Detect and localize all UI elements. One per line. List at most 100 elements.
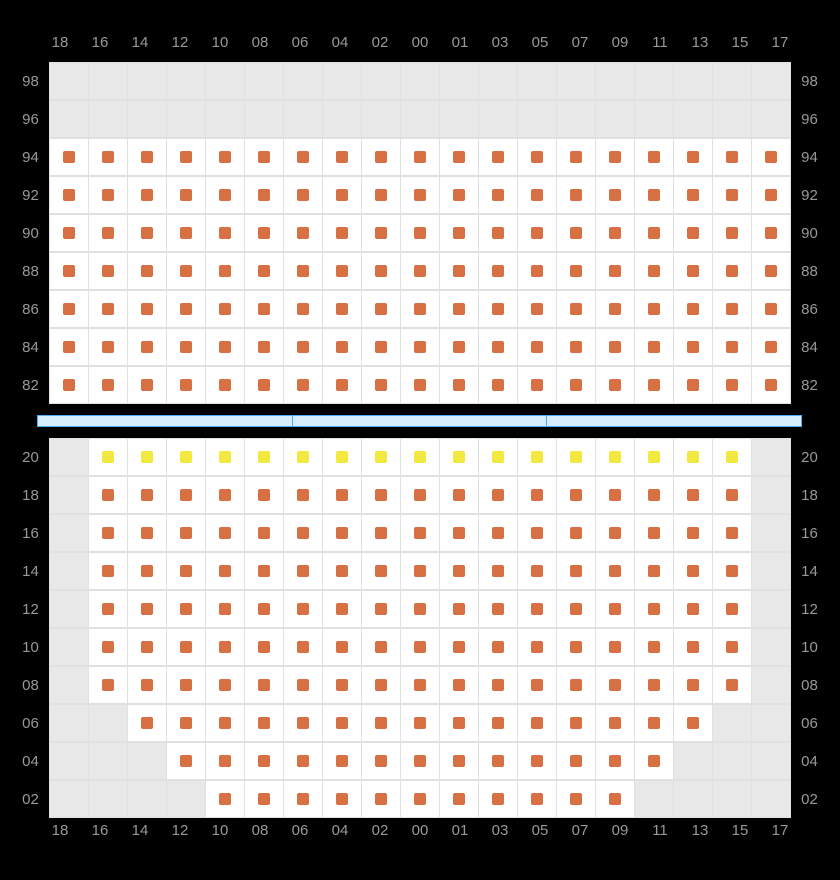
seat-cell[interactable] [517,252,557,290]
seat-cell[interactable] [517,366,557,404]
seat-cell[interactable] [400,366,440,404]
seat-cell[interactable] [283,366,323,404]
seat-cell[interactable] [322,138,362,176]
seat-cell[interactable] [673,214,713,252]
seat-cell[interactable] [439,704,479,742]
seat-cell[interactable] [283,252,323,290]
seat-cell[interactable] [556,214,596,252]
seat-cell[interactable] [556,514,596,552]
seat-cell[interactable] [166,214,206,252]
seat-cell[interactable] [634,328,674,366]
seat-cell[interactable] [712,628,752,666]
seat-cell[interactable] [127,366,167,404]
seat-cell[interactable] [595,780,635,818]
seat-cell[interactable] [595,176,635,214]
seat-cell[interactable] [205,780,245,818]
seat-cell[interactable] [595,514,635,552]
seat-cell[interactable] [361,666,401,704]
seat-cell[interactable] [400,590,440,628]
seat-cell[interactable] [88,666,128,704]
seat-cell[interactable] [634,290,674,328]
seat-cell[interactable] [205,438,245,476]
seat-cell[interactable] [283,552,323,590]
seat-cell[interactable] [205,590,245,628]
seat-cell[interactable] [400,252,440,290]
seat-cell[interactable] [322,476,362,514]
seat-cell[interactable] [517,290,557,328]
seat-cell[interactable] [712,328,752,366]
seat-cell[interactable] [205,328,245,366]
seat-cell[interactable] [88,252,128,290]
seat-cell[interactable] [361,742,401,780]
seat-cell[interactable] [361,514,401,552]
seat-cell[interactable] [283,742,323,780]
seat-cell[interactable] [400,552,440,590]
seat-cell[interactable] [595,742,635,780]
seat-cell[interactable] [517,628,557,666]
seat-cell[interactable] [322,704,362,742]
seat-cell[interactable] [244,438,284,476]
seat-cell[interactable] [439,290,479,328]
seat-cell[interactable] [673,590,713,628]
seat-cell[interactable] [478,138,518,176]
seat-cell[interactable] [322,214,362,252]
seat-cell[interactable] [166,742,206,780]
seat-cell[interactable] [205,290,245,328]
seat-cell[interactable] [712,290,752,328]
seat-cell[interactable] [166,514,206,552]
seat-cell[interactable] [439,590,479,628]
seat-cell[interactable] [478,514,518,552]
seat-cell[interactable] [322,780,362,818]
seat-cell[interactable] [673,252,713,290]
seat-cell[interactable] [556,704,596,742]
seat-cell[interactable] [517,552,557,590]
seat-cell[interactable] [595,214,635,252]
seat-cell[interactable] [88,590,128,628]
seat-cell[interactable] [751,214,791,252]
seat-cell[interactable] [361,552,401,590]
seat-cell[interactable] [517,666,557,704]
seat-cell[interactable] [400,666,440,704]
seat-cell[interactable] [127,666,167,704]
seat-cell[interactable] [127,252,167,290]
seat-cell[interactable] [283,514,323,552]
seat-cell[interactable] [322,176,362,214]
seat-cell[interactable] [127,290,167,328]
seat-cell[interactable] [88,514,128,552]
seat-cell[interactable] [49,290,89,328]
seat-cell[interactable] [556,138,596,176]
seat-cell[interactable] [166,476,206,514]
seat-cell[interactable] [88,438,128,476]
seat-cell[interactable] [127,476,167,514]
seat-cell[interactable] [400,176,440,214]
seat-cell[interactable] [634,214,674,252]
seat-cell[interactable] [517,476,557,514]
seat-cell[interactable] [400,742,440,780]
seat-cell[interactable] [166,366,206,404]
seat-cell[interactable] [673,138,713,176]
seat-cell[interactable] [517,438,557,476]
seat-cell[interactable] [322,514,362,552]
seat-cell[interactable] [49,366,89,404]
seat-cell[interactable] [400,138,440,176]
seat-cell[interactable] [478,552,518,590]
seat-cell[interactable] [127,214,167,252]
seat-cell[interactable] [595,366,635,404]
seat-cell[interactable] [439,476,479,514]
seat-cell[interactable] [166,628,206,666]
seat-cell[interactable] [244,252,284,290]
seat-cell[interactable] [322,366,362,404]
seat-cell[interactable] [712,214,752,252]
seat-cell[interactable] [673,290,713,328]
seat-cell[interactable] [283,590,323,628]
seat-cell[interactable] [400,438,440,476]
seat-cell[interactable] [478,666,518,704]
seat-cell[interactable] [205,366,245,404]
seat-cell[interactable] [361,780,401,818]
seat-cell[interactable] [361,176,401,214]
seat-cell[interactable] [751,176,791,214]
seat-cell[interactable] [712,438,752,476]
seat-cell[interactable] [712,476,752,514]
seat-cell[interactable] [634,552,674,590]
seat-cell[interactable] [712,366,752,404]
